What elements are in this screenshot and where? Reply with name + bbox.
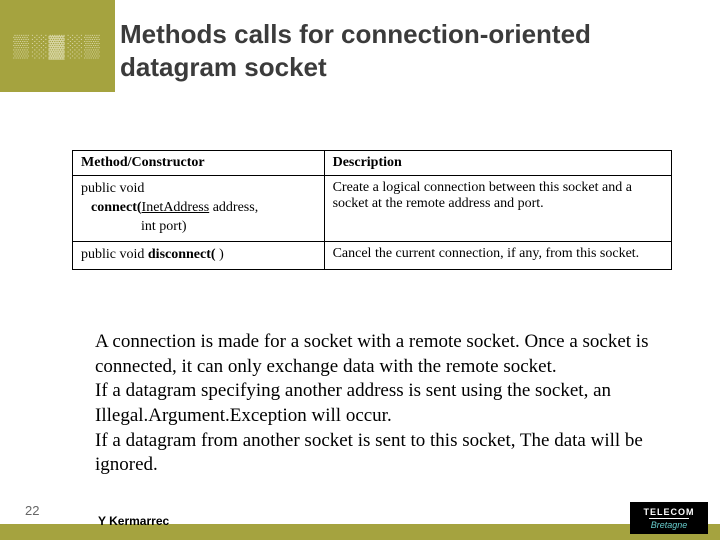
header-ornament: ▒░▓░▒ — [13, 33, 101, 59]
method-bold: disconnect( — [148, 247, 216, 262]
page-number: 22 — [25, 503, 39, 518]
title-line-2: datagram socket — [120, 52, 327, 82]
description-cell: Create a logical connection between this… — [324, 176, 671, 242]
body-paragraph: A connection is made for a socket with a… — [95, 331, 648, 475]
method-rest: ) — [216, 247, 224, 262]
explanation-text: A connection is made for a socket with a… — [95, 330, 655, 478]
logo-bar — [649, 518, 689, 519]
method-line1: public void — [81, 181, 144, 196]
col-method: Method/Constructor — [73, 151, 325, 176]
method-cell: public void disconnect( ) — [73, 241, 325, 269]
method-cell: public void connect(InetAddress address,… — [73, 176, 325, 242]
title-line-1: Methods calls for connection-oriented — [120, 19, 591, 49]
method-line3: int port) — [81, 218, 187, 237]
methods-table: Method/Constructor Description public vo… — [72, 150, 672, 270]
method-bold: connect( — [91, 200, 142, 215]
method-line1: public void — [81, 247, 148, 262]
method-underline: InetAddress — [142, 200, 210, 215]
header: ▒░▓░▒ Methods calls for connection-orien… — [0, 0, 720, 92]
header-ornament-box: ▒░▓░▒ — [0, 0, 115, 92]
description-cell: Cancel the current connection, if any, f… — [324, 241, 671, 269]
col-description: Description — [324, 151, 671, 176]
slide-title: Methods calls for connection-oriented da… — [120, 18, 591, 83]
method-rest: address, — [209, 200, 258, 215]
telecom-logo: TELECOM Bretagne — [630, 502, 708, 534]
author-name: Y Kermarrec — [98, 514, 169, 528]
methods-table-wrap: Method/Constructor Description public vo… — [72, 150, 672, 270]
method-line2: connect(InetAddress address, — [81, 199, 258, 218]
table-row: public void disconnect( ) Cancel the cur… — [73, 241, 672, 269]
table-row: public void connect(InetAddress address,… — [73, 176, 672, 242]
logo-top-text: TELECOM — [644, 507, 695, 517]
logo-bottom-text: Bretagne — [651, 520, 688, 530]
footer: 22 Y Kermarrec TELECOM Bretagne — [0, 512, 720, 540]
table-header-row: Method/Constructor Description — [73, 151, 672, 176]
